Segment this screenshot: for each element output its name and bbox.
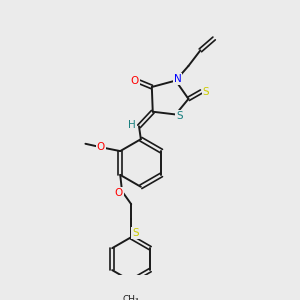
Text: S: S	[133, 228, 139, 238]
Text: CH₃: CH₃	[123, 295, 140, 300]
Text: S: S	[176, 111, 183, 121]
Text: O: O	[97, 142, 105, 152]
Text: S: S	[202, 87, 209, 97]
Text: O: O	[114, 188, 122, 198]
Text: H: H	[128, 119, 136, 130]
Text: N: N	[174, 74, 181, 84]
Text: O: O	[130, 76, 139, 85]
